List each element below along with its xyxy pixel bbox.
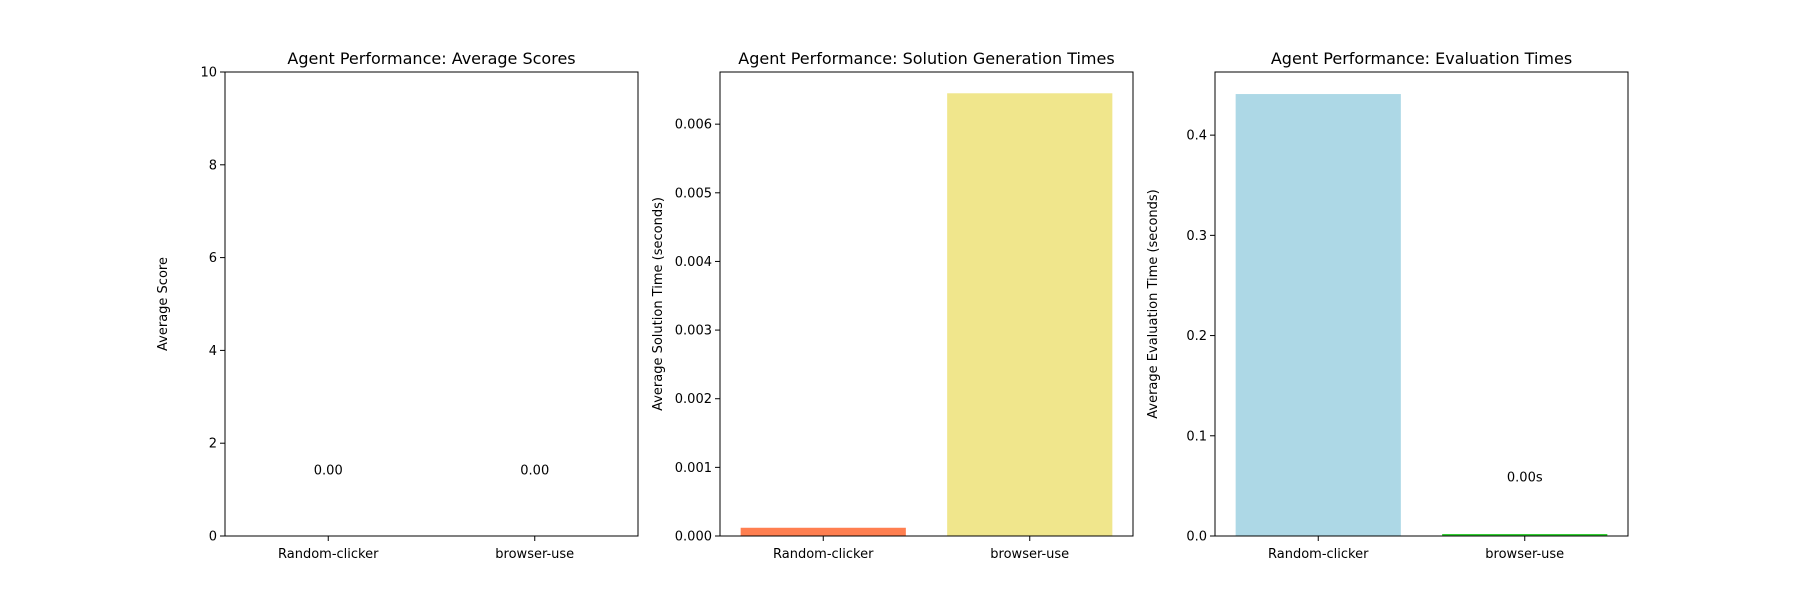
y-tick-label: 6 (209, 251, 217, 266)
x-tick-label: browser-use (990, 547, 1069, 562)
y-tick-label: 0.004 (675, 255, 712, 270)
y-tick-label: 0.003 (675, 324, 712, 339)
chart-solution-generation-times: 0.000 0.001 0.002 0.003 0.004 0.005 0.006 Rando… (651, 49, 1134, 562)
y-axis-label: Average Evaluation Time (seconds) (1146, 189, 1161, 418)
y-tick-label: 0.000 (675, 530, 712, 545)
data-label: 0.00 (314, 463, 343, 478)
x-tick-label: Random-clicker (773, 547, 874, 562)
chart-title: Agent Performance: Average Scores (287, 49, 575, 68)
x-tick-label: Random-clicker (278, 547, 379, 562)
y-tick-label: 0.002 (675, 392, 712, 407)
y-tick-label: 0.3 (1186, 229, 1207, 244)
chart-average-scores: 0 2 4 6 8 10 Random-clicker browser-use 0.00 0.00… (156, 49, 639, 562)
y-tick-label: 0.005 (675, 186, 712, 201)
y-tick-label: 10 (200, 66, 217, 81)
y-tick-label: 8 (209, 158, 217, 173)
plot-frame (1214, 71, 1629, 537)
y-tick-label: 4 (209, 344, 217, 359)
x-tick-label: browser-use (495, 547, 574, 562)
bar-browser-use (1442, 533, 1608, 536)
y-tick-label: 0 (209, 530, 217, 545)
y-tick-label: 0.1 (1186, 429, 1207, 444)
plot-frame (224, 71, 639, 537)
chart-title: Agent Performance: Solution Generation T… (738, 49, 1114, 68)
y-tick-label: 0.2 (1186, 329, 1207, 344)
bar-random-clicker (740, 527, 906, 536)
plot-frame (719, 71, 1134, 537)
chart-evaluation-times: 0.0 0.1 0.2 0.3 0.4 Random-clicker browser-use… (1146, 49, 1629, 562)
data-label: 0.00 (520, 463, 549, 478)
y-tick-label: 0.0 (1186, 530, 1207, 545)
x-tick-label: browser-use (1485, 547, 1564, 562)
y-axis-label: Average Solution Time (seconds) (651, 197, 666, 411)
bar-browser-use (947, 93, 1113, 536)
y-tick-label: 0.006 (675, 118, 712, 133)
data-label: 0.00s (1507, 471, 1543, 486)
y-tick-label: 0.001 (675, 461, 712, 476)
chart-title: Agent Performance: Evaluation Times (1271, 49, 1572, 68)
y-tick-label: 2 (209, 437, 217, 452)
y-tick-label: 0.4 (1186, 129, 1207, 144)
x-tick-label: Random-clicker (1268, 547, 1369, 562)
y-axis-label: Average Score (156, 257, 171, 351)
bar-random-clicker (1235, 94, 1401, 536)
